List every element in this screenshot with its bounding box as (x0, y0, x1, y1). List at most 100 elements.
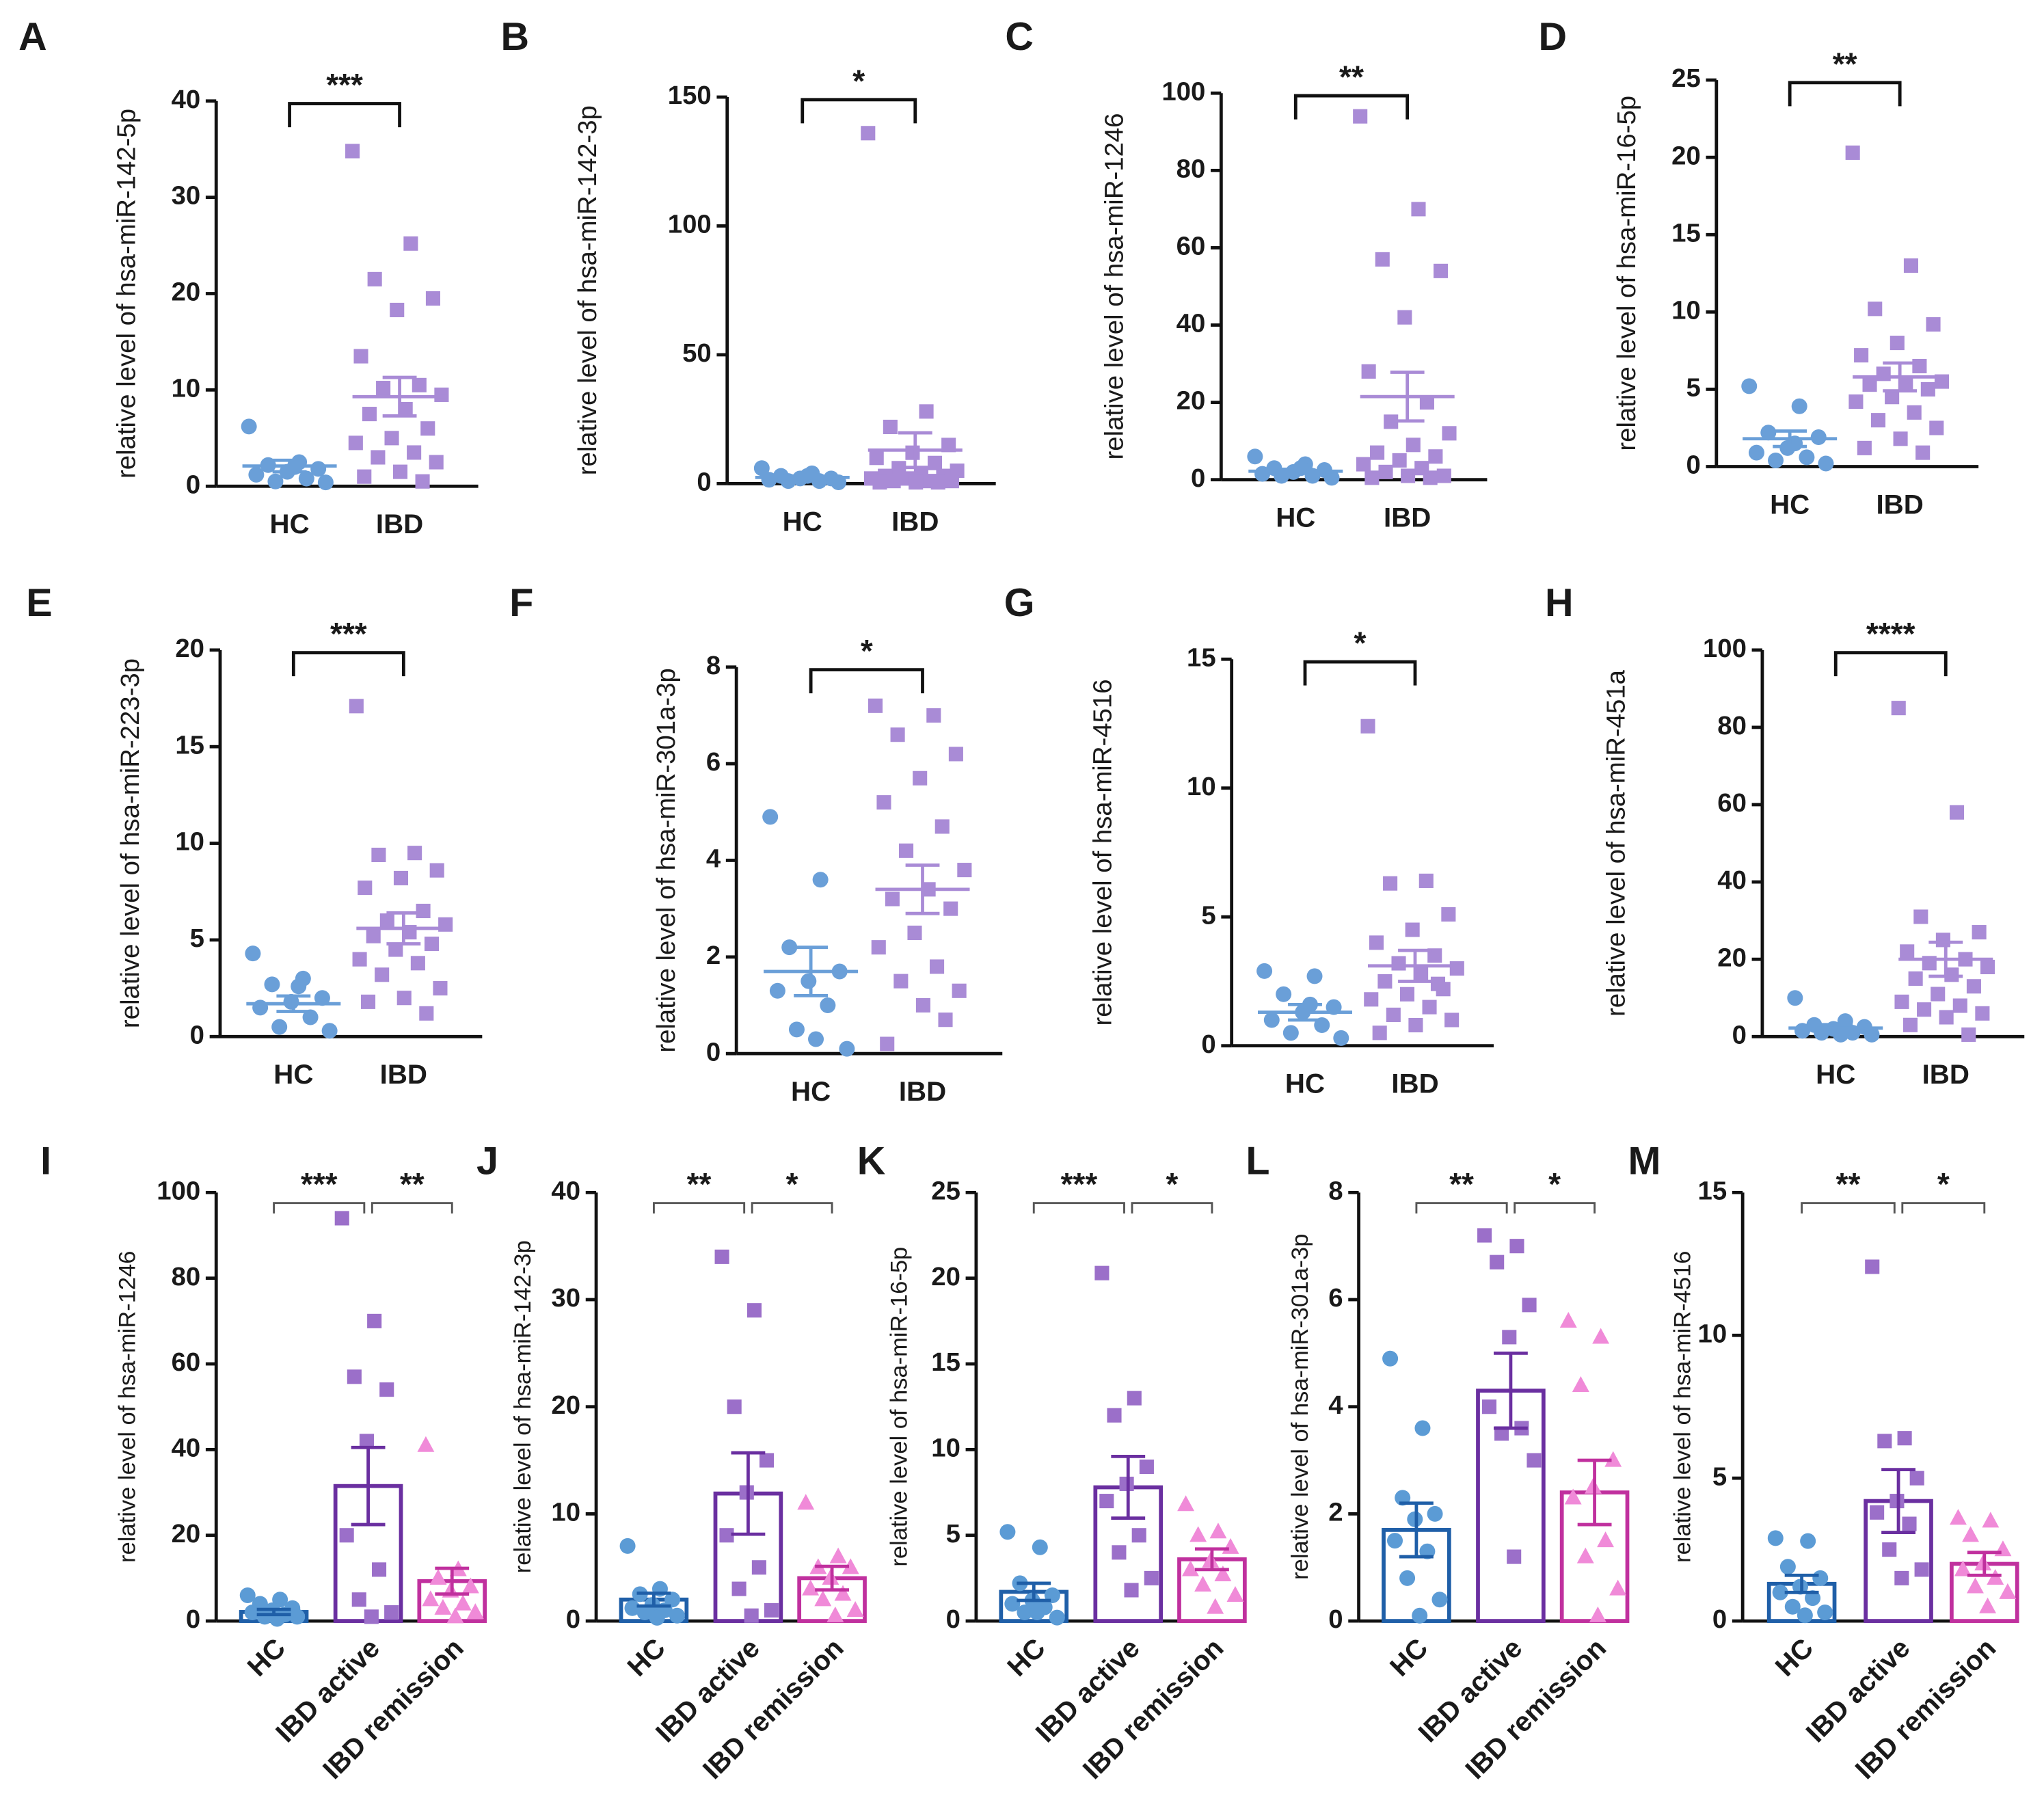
data-point (1401, 468, 1416, 483)
x-tick-label: HC (621, 1633, 671, 1682)
data-point (649, 1609, 665, 1626)
x-tick-label: HC (270, 509, 310, 539)
data-point (1282, 1025, 1299, 1041)
data-point (1914, 1562, 1929, 1577)
data-point (1127, 1391, 1142, 1406)
data-point (781, 939, 798, 956)
y-tick-label: 20 (1671, 141, 1701, 170)
data-point (1423, 470, 1438, 485)
y-axis-label: relative level of hsa-miR-1246 (1100, 113, 1129, 459)
data-point (938, 1012, 953, 1028)
data-point (1372, 1025, 1387, 1041)
data-point (747, 1303, 762, 1318)
data-point (390, 302, 405, 317)
panel-label: F (509, 581, 533, 625)
data-point (384, 1605, 399, 1620)
data-point (1902, 1017, 1918, 1032)
data-point (744, 1608, 759, 1623)
data-point (1848, 394, 1864, 410)
data-point (367, 271, 382, 286)
data-point (348, 435, 363, 451)
data-point (727, 1399, 742, 1414)
data-point (1597, 1531, 1615, 1548)
significance-bracket (1833, 651, 1948, 677)
y-axis-label: relative level of hsa-miR-16-5p (1612, 96, 1641, 451)
data-point (416, 903, 431, 919)
significance-label: ** (1339, 59, 1364, 95)
panel-label: E (26, 581, 52, 625)
x-tick-label: IBD (1877, 489, 1924, 520)
data-point (446, 1607, 464, 1624)
data-point (1966, 979, 1981, 994)
data-point (1972, 925, 1987, 940)
data-point (934, 819, 950, 834)
data-point (1915, 445, 1931, 460)
y-tick-label: 40 (1176, 309, 1206, 338)
data-point (334, 1211, 349, 1226)
data-point (1029, 1605, 1045, 1621)
y-axis-label: relative level of hsa-miR-301a-3p (651, 668, 681, 1052)
significance-bracket (1514, 1202, 1596, 1214)
data-point (302, 1009, 319, 1025)
x-tick-label: HC (241, 1633, 291, 1682)
data-point (1949, 805, 1965, 820)
y-tick-label: 20 (1176, 386, 1206, 416)
data-point (1049, 1609, 1065, 1626)
data-point (788, 1021, 805, 1038)
panel-label: A (18, 15, 47, 59)
significance-label: * (786, 1166, 798, 1202)
significance-bracket (371, 1202, 453, 1214)
data-point (1177, 1495, 1195, 1512)
y-tick-label: 5 (1201, 900, 1215, 930)
data-point (429, 455, 444, 470)
data-point (417, 1436, 435, 1452)
data-point (339, 1528, 354, 1543)
data-point (1799, 449, 1815, 466)
data-point (384, 431, 399, 446)
data-point (1370, 445, 1385, 460)
data-point (1369, 935, 1384, 950)
data-point (1604, 1451, 1622, 1467)
y-tick-label: 20 (551, 1391, 580, 1420)
data-point (1194, 1576, 1212, 1592)
x-tick-label: IBD (891, 506, 939, 537)
data-point (1961, 1027, 1976, 1042)
data-point (1364, 470, 1380, 485)
data-point (802, 1579, 820, 1596)
y-tick-label: 100 (1703, 634, 1747, 663)
data-point (834, 1585, 852, 1601)
data-point (1361, 364, 1376, 379)
data-point (1306, 968, 1323, 984)
data-point (283, 993, 299, 1010)
data-point (1276, 986, 1292, 1002)
y-tick-label: 60 (1176, 232, 1206, 261)
data-point (1929, 420, 1944, 435)
data-point (398, 402, 413, 417)
data-point (885, 891, 900, 907)
y-axis-label: relative level of hsa-miR-4516 (1670, 1251, 1696, 1563)
data-point (1434, 263, 1449, 278)
significance-label: * (1548, 1166, 1561, 1202)
significance-label: **** (1866, 616, 1915, 652)
data-point (1226, 1586, 1244, 1602)
data-point (944, 474, 959, 489)
significance-label: ** (1449, 1166, 1474, 1202)
data-point (367, 1313, 382, 1328)
data-point (842, 1558, 859, 1574)
data-point (1099, 1494, 1114, 1509)
data-point (820, 997, 836, 1013)
y-axis-label: relative level of hsa-miR-451a (1602, 669, 1631, 1017)
data-point (1507, 1549, 1522, 1564)
data-point (353, 349, 368, 364)
data-point (1908, 971, 1923, 986)
y-tick-label: 150 (668, 81, 712, 110)
significance-bracket (288, 102, 401, 128)
data-point (1397, 310, 1412, 325)
data-point (1094, 1265, 1110, 1280)
data-point (1209, 1522, 1227, 1539)
data-point (714, 1249, 729, 1264)
